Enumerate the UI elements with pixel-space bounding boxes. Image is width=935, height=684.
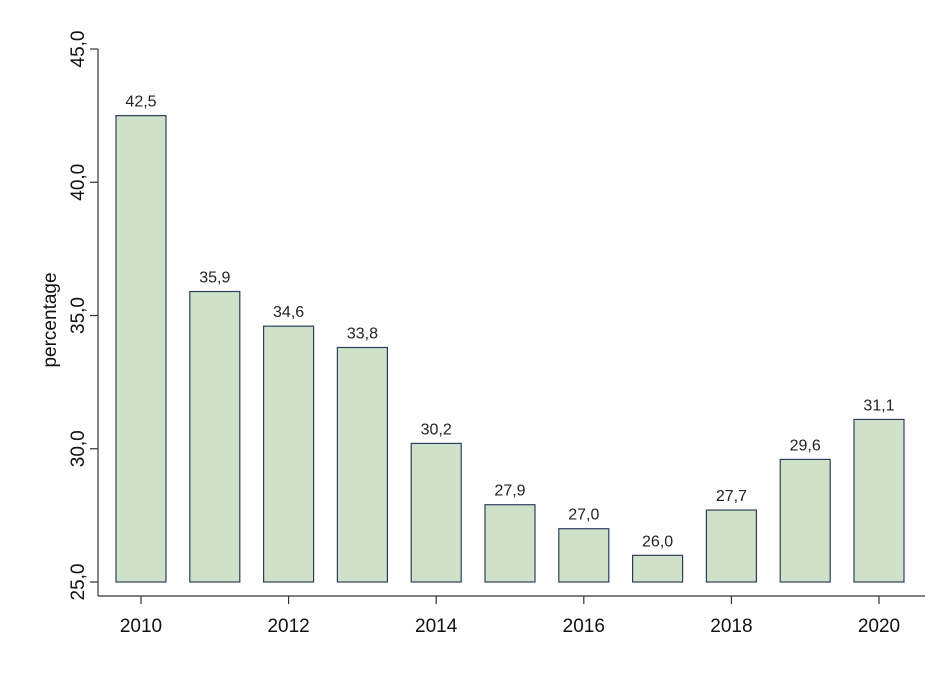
x-tick-label: 2014 <box>415 616 458 637</box>
x-tick-label: 2012 <box>267 616 309 637</box>
bar-2015 <box>484 504 536 583</box>
y-tick-label: 25,0 <box>68 564 89 601</box>
bar-2016 <box>558 528 610 583</box>
y-axis-label: percentage <box>40 272 61 367</box>
data-label-2020: 31,1 <box>863 397 894 414</box>
bar-2020 <box>853 418 905 583</box>
x-tick-label: 2020 <box>858 616 900 637</box>
bars <box>115 115 905 583</box>
bar-2012 <box>263 325 315 583</box>
bar-2017 <box>631 554 684 583</box>
bar-2019 <box>779 458 831 583</box>
bar-2014 <box>410 442 462 583</box>
data-label-2012: 34,6 <box>273 304 304 321</box>
data-label-2016: 27,0 <box>568 507 599 524</box>
axes <box>97 49 925 597</box>
data-label-2017: 26,0 <box>642 533 673 550</box>
data-label-2018: 27,7 <box>716 488 747 505</box>
data-label-2013: 33,8 <box>347 325 378 342</box>
y-tick-label: 30,0 <box>68 430 89 467</box>
bar-2013 <box>336 346 388 583</box>
bar-2011 <box>189 290 241 583</box>
data-label-2010: 42,5 <box>125 94 156 111</box>
data-label-2019: 29,6 <box>790 437 821 454</box>
x-tick-label: 2010 <box>120 616 162 637</box>
data-label-2015: 27,9 <box>494 483 525 500</box>
x-tick-label: 2018 <box>710 616 752 637</box>
ticks: 25,0 30,0 35,0 40,0 45,0 2010 2012 2014 2016 2018… <box>68 31 900 637</box>
y-tick-label: 35,0 <box>68 297 89 334</box>
x-tick-label: 2016 <box>563 616 605 637</box>
bar-2018 <box>705 509 758 583</box>
data-labels: 42,5 35,9 34,6 33,8 30,2 27,9 27,0 26,0 27,7 29,6… <box>125 94 894 551</box>
data-label-2011: 35,9 <box>199 270 230 287</box>
data-label-2014: 30,2 <box>421 421 452 438</box>
bar-2010 <box>115 115 167 583</box>
y-tick-label: 45,0 <box>68 31 89 68</box>
y-tick-label: 40,0 <box>68 164 89 201</box>
